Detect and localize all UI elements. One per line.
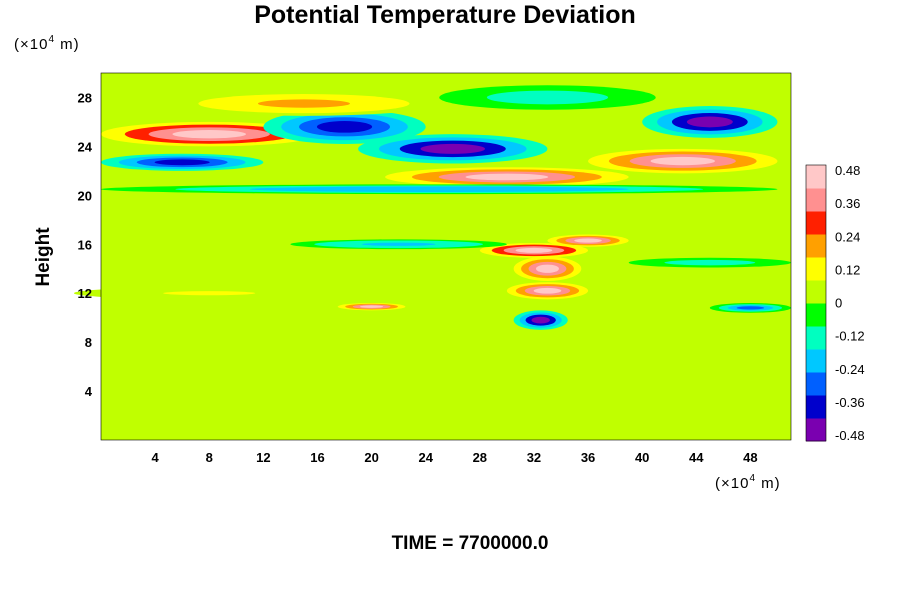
x-tick-label: 28 — [473, 450, 487, 465]
y-axis-label: Height — [33, 227, 54, 287]
heatmap-contour — [574, 238, 602, 243]
x-tick-label: 8 — [206, 450, 213, 465]
colorbar-frame — [805, 164, 827, 442]
heatmap-feature — [479, 243, 589, 258]
heatmap-contour — [257, 99, 350, 108]
x-tick-label: 32 — [527, 450, 541, 465]
heatmap-contour — [531, 316, 550, 324]
colorbar-swatch — [806, 349, 826, 373]
heatmap-contour — [510, 93, 585, 102]
y-tick-label: 4 — [85, 384, 93, 399]
heatmap-contour — [686, 116, 733, 128]
y-tick-label: 16 — [78, 237, 92, 252]
colorbar-swatch — [806, 165, 826, 189]
y-tick-labels: 4 8 12 16 20 24 28 — [78, 90, 93, 399]
colorbar-tick-labels: 0.48 0.36 0.24 0.12 0 -0.12 -0.24 -0.36 -0.48 — [835, 163, 865, 443]
heatmap-contour — [465, 173, 549, 181]
heatmap-contour — [172, 130, 247, 139]
heatmap-contour — [535, 264, 559, 273]
colorbar-swatch — [806, 395, 826, 419]
heatmap-contour — [163, 291, 256, 296]
heatmap-feature — [73, 287, 345, 300]
heatmap-contour — [420, 143, 485, 154]
x-tick-label: 16 — [310, 450, 324, 465]
chart-title: Potential Temperature Deviation — [254, 1, 636, 29]
y-unit-label: (×104 m) — [14, 34, 80, 53]
x-tick-label: 24 — [418, 450, 433, 465]
heatmap-contour — [736, 306, 765, 310]
colorbar-swatch — [806, 303, 826, 327]
x-tick-label: 12 — [256, 450, 270, 465]
colorbar-swatch — [806, 257, 826, 281]
heatmap-feature — [642, 106, 778, 138]
time-label: TIME = 7700000.0 — [392, 533, 549, 554]
heatmap-feature — [263, 109, 426, 144]
heatmap-feature — [628, 257, 791, 268]
heatmap-contour — [154, 159, 210, 166]
colorbar — [805, 164, 827, 442]
y-tick-label: 24 — [78, 139, 93, 154]
heatmap-feature — [168, 91, 440, 116]
colorbar-swatch — [806, 234, 826, 258]
colorbar-tick-label: -0.12 — [835, 329, 865, 344]
y-tick-label: 12 — [78, 286, 92, 301]
heatmap-contour — [360, 305, 384, 308]
heatmap-feature — [588, 148, 778, 174]
colorbar-swatch — [806, 188, 826, 212]
colorbar-swatch — [806, 418, 826, 442]
colorbar-tick-label: 0 — [835, 296, 842, 311]
colorbar-tick-label: -0.36 — [835, 395, 865, 410]
heatmap-feature — [290, 239, 507, 250]
heatmap-feature — [337, 302, 406, 311]
y-tick-label: 20 — [78, 188, 92, 203]
heatmap-feature — [709, 302, 791, 313]
colorbar-tick-label: 0.24 — [835, 229, 860, 244]
heatmap-contour — [316, 121, 373, 133]
colorbar-tick-label: 0.12 — [835, 262, 860, 277]
heatmap-feature — [547, 234, 629, 247]
heatmap-contour — [361, 242, 436, 246]
heatmap-contour — [324, 187, 555, 191]
colorbar-swatch — [806, 326, 826, 350]
x-tick-label: 20 — [364, 450, 378, 465]
x-tick-label: 44 — [689, 450, 704, 465]
colorbar-swatch — [806, 211, 826, 235]
plot-area — [73, 73, 791, 440]
x-tick-label: 48 — [743, 450, 757, 465]
colorbar-tick-label: -0.24 — [835, 362, 865, 377]
heatmap-contour — [515, 247, 553, 253]
x-unit-label: (×104 m) — [715, 473, 781, 492]
y-tick-label: 28 — [78, 90, 92, 105]
heatmap-feature — [513, 310, 568, 330]
x-tick-labels: 4 8 12 16 20 24 28 32 36 40 44 48 — [152, 450, 758, 465]
colorbar-swatch — [806, 372, 826, 396]
heatmap-contour — [650, 156, 715, 166]
colorbar-swatch — [806, 280, 826, 304]
colorbar-tick-label: 0.48 — [835, 163, 860, 178]
heatmap-feature — [101, 184, 778, 195]
heatmap-feature — [513, 256, 582, 281]
heatmap-contour — [533, 287, 562, 294]
colorbar-tick-label: 0.36 — [835, 196, 860, 211]
heatmap-feature — [101, 153, 264, 171]
heatmap-feature — [385, 167, 629, 187]
plot-frame — [100, 72, 792, 441]
x-tick-label: 40 — [635, 450, 649, 465]
heatmap-feature — [506, 282, 589, 300]
heatmap-feature — [101, 121, 318, 147]
x-tick-label: 36 — [581, 450, 595, 465]
heatmap-feature — [358, 134, 548, 164]
heatmap-contour — [682, 260, 738, 265]
x-tick-label: 4 — [152, 450, 160, 465]
y-tick-label: 8 — [85, 335, 92, 350]
colorbar-tick-label: -0.48 — [835, 428, 865, 443]
heatmap-feature — [439, 85, 656, 110]
